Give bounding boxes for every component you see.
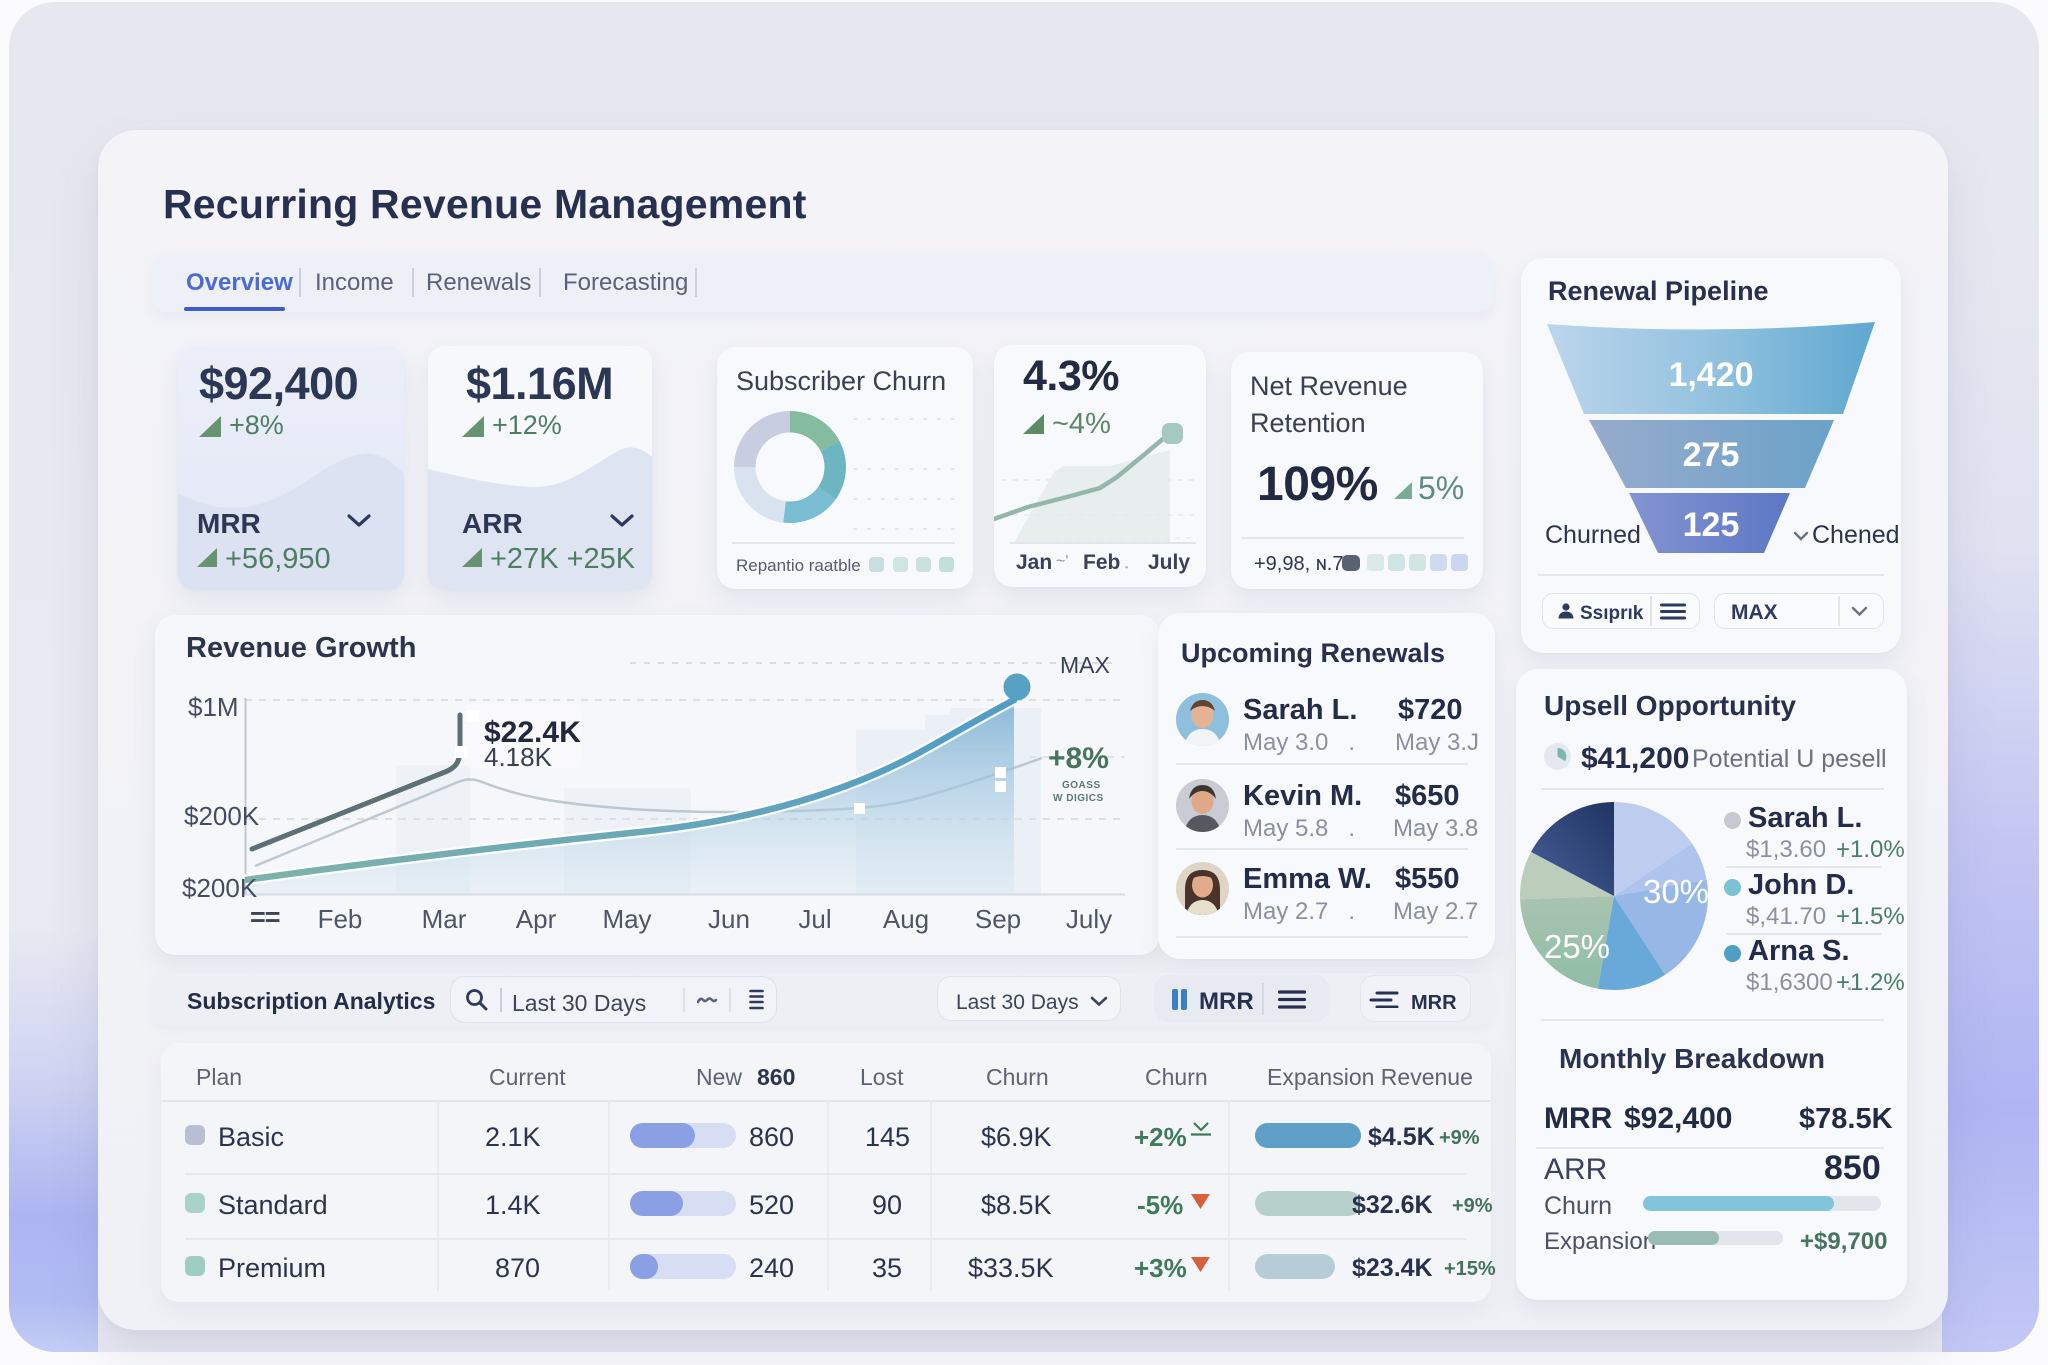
svg-text:25%: 25%	[1544, 928, 1610, 965]
svg-text:1,420: 1,420	[1668, 356, 1753, 394]
svg-text:30%: 30%	[1643, 873, 1709, 910]
svg-text:125: 125	[1683, 506, 1740, 544]
svg-text:275: 275	[1683, 436, 1740, 474]
